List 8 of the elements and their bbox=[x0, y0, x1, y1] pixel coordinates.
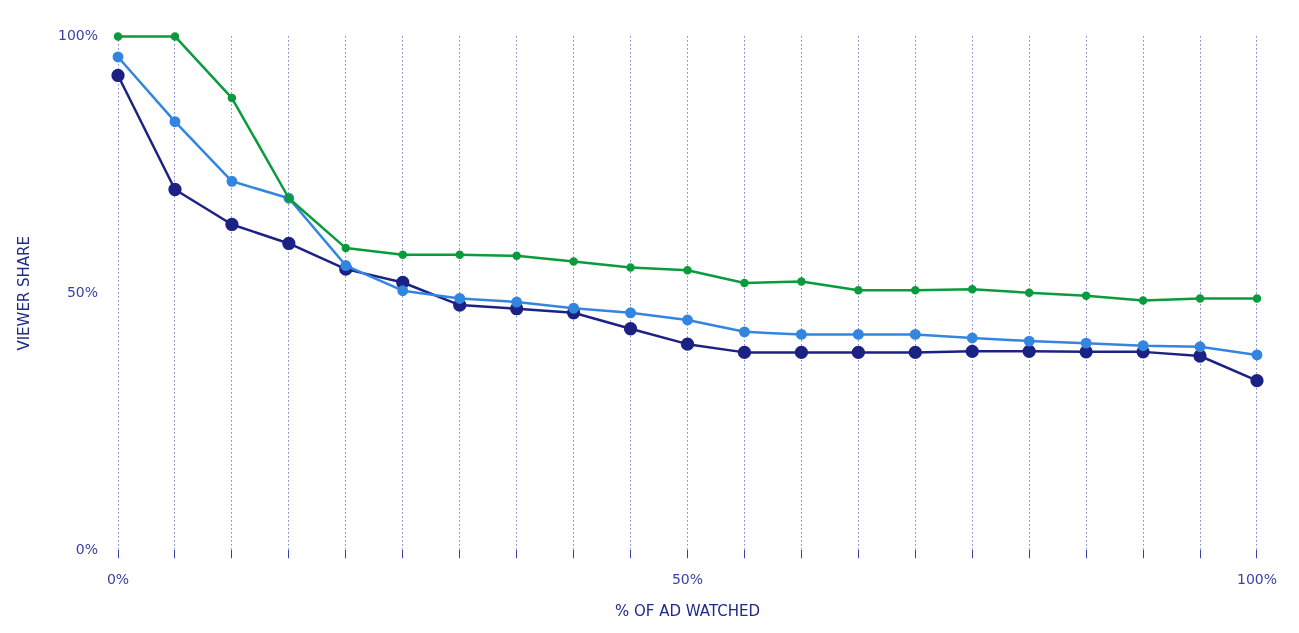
y-axis-title: VIEWER SHARE bbox=[14, 235, 33, 351]
y-tick-label: 0% bbox=[75, 540, 99, 557]
y-tick-label: 50% bbox=[66, 283, 99, 300]
x-axis-title: % OF AD WATCHED bbox=[615, 601, 760, 620]
x-tick-label: 50% bbox=[671, 571, 704, 588]
y-tick-label: 100% bbox=[57, 27, 99, 44]
x-tick-label: 100% bbox=[1236, 571, 1277, 588]
x-tick-label: 0% bbox=[106, 571, 130, 588]
